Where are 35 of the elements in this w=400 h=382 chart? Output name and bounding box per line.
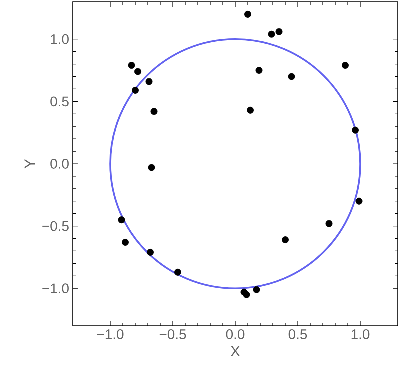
y-axis-title: Y bbox=[24, 159, 36, 169]
y-tick-label: −0.5 bbox=[42, 221, 69, 232]
point bbox=[352, 126, 359, 134]
x-tick-label: −1.0 bbox=[97, 330, 124, 340]
point bbox=[146, 78, 153, 86]
point bbox=[174, 268, 182, 276]
point bbox=[326, 220, 333, 228]
point bbox=[243, 291, 250, 298]
x-axis-title: X bbox=[230, 346, 240, 357]
point bbox=[288, 73, 296, 80]
point bbox=[253, 286, 260, 294]
point bbox=[247, 106, 254, 114]
y-tick-label: 1.0 bbox=[51, 34, 69, 44]
point bbox=[122, 239, 129, 246]
point bbox=[276, 28, 283, 36]
point bbox=[147, 248, 154, 256]
y-tick-label: 0.0 bbox=[50, 159, 69, 169]
point bbox=[244, 10, 252, 18]
point bbox=[118, 216, 126, 224]
point bbox=[148, 164, 156, 172]
point bbox=[342, 62, 349, 70]
x-tick-label: 0.0 bbox=[226, 330, 245, 340]
point bbox=[356, 198, 363, 205]
y-tick-label: −1.0 bbox=[42, 284, 69, 294]
x-tick-label: 0.5 bbox=[288, 330, 308, 340]
y-tick-label: 0.5 bbox=[50, 96, 69, 107]
point bbox=[134, 68, 142, 76]
point bbox=[150, 108, 158, 116]
point bbox=[256, 67, 263, 74]
x-tick-label: −0.5 bbox=[160, 330, 186, 340]
point bbox=[268, 30, 276, 38]
point bbox=[132, 86, 139, 94]
point bbox=[282, 236, 289, 244]
point bbox=[128, 62, 136, 70]
x-tick-label: 1.0 bbox=[352, 330, 370, 340]
